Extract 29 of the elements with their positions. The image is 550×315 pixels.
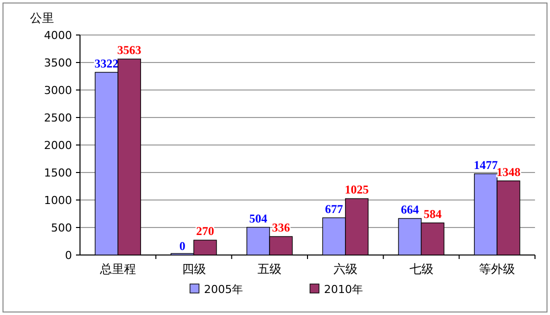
x-tick-label: 四级 <box>182 262 206 276</box>
y-tick-label: 2500 <box>44 112 72 124</box>
data-label: 3563 <box>117 43 142 58</box>
x-tick-label: 六级 <box>333 262 358 276</box>
y-tick-label: 4000 <box>44 29 72 42</box>
y-tick-label: 1000 <box>44 194 72 207</box>
data-label: 0 <box>179 239 186 253</box>
y-tick-label: 500 <box>51 222 72 234</box>
data-label: 1348 <box>496 164 520 179</box>
data-label: 1477 <box>474 158 498 172</box>
data-label: 504 <box>249 211 268 226</box>
data-label: 664 <box>400 202 419 216</box>
data-label: 677 <box>325 202 344 216</box>
data-label: 270 <box>196 224 214 238</box>
data-label: 336 <box>272 220 290 235</box>
x-tick-label: 七级 <box>409 262 434 276</box>
legend-label: 2010年 <box>324 283 363 296</box>
legend-label: 2005年 <box>204 283 243 296</box>
y-tick-label: 3000 <box>44 84 72 97</box>
y-tick-label: 1500 <box>44 166 72 180</box>
x-tick-label: 等外级 <box>479 262 516 276</box>
y-tick-label: 3500 <box>44 56 72 70</box>
data-label: 584 <box>424 206 442 221</box>
y-axis-title: 公里 <box>30 11 54 25</box>
x-tick-label: 五级 <box>258 262 282 276</box>
data-label: 1025 <box>344 182 369 197</box>
y-tick-label: 2000 <box>44 139 72 152</box>
x-tick-label: 总里程 <box>98 262 136 276</box>
y-tick-label: 0 <box>65 249 72 262</box>
